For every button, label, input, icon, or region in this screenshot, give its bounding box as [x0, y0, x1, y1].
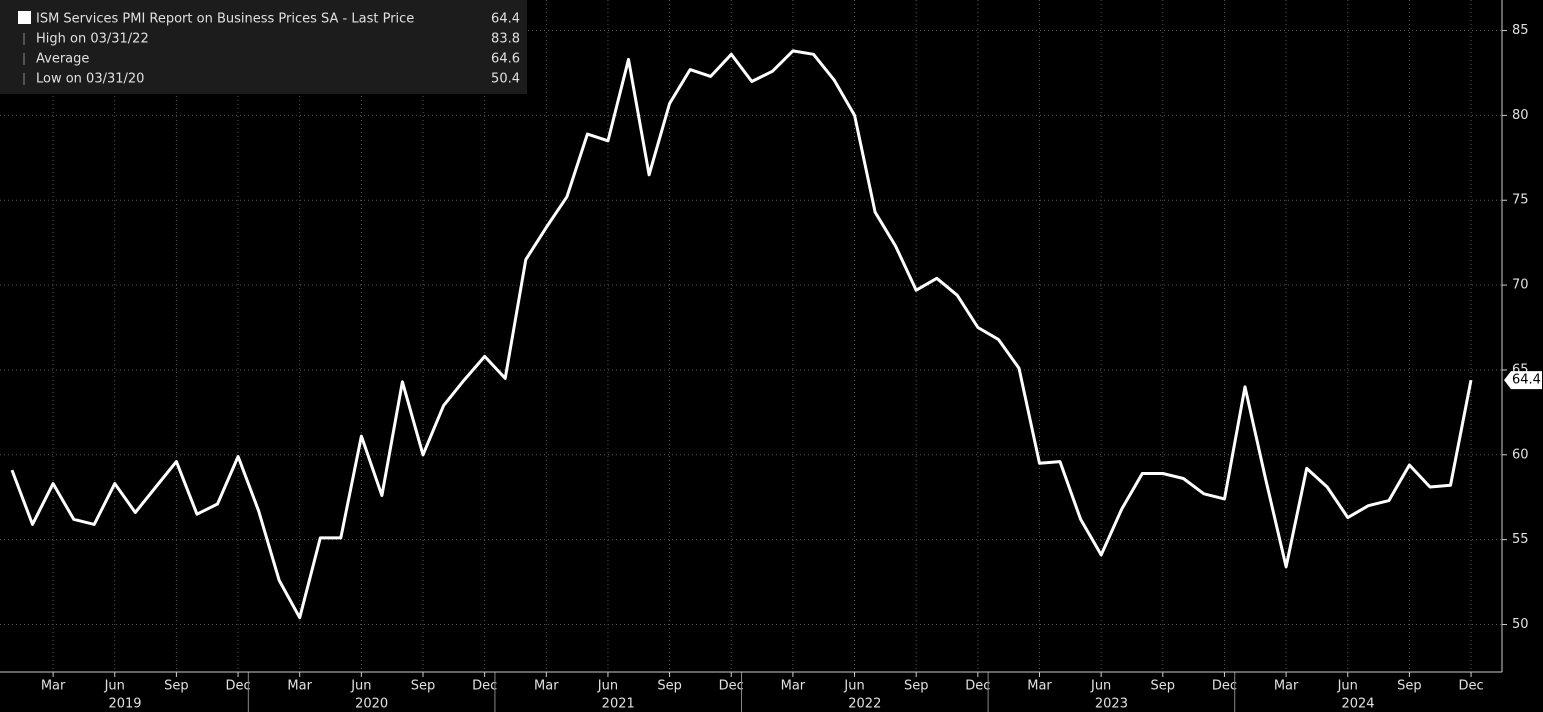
y-tick-label: 50: [1512, 617, 1529, 632]
year-label: 2021: [602, 697, 635, 712]
legend-value: 64.4: [491, 12, 520, 27]
x-tick-label: Mar: [287, 679, 312, 694]
x-tick-label: Dec: [1458, 679, 1483, 694]
y-tick-label: 75: [1512, 193, 1529, 208]
y-tick-label: 55: [1512, 532, 1529, 547]
x-tick-label: Dec: [965, 679, 990, 694]
legend-row-label: High on 03/31/22: [36, 32, 149, 47]
legend-row-value: 83.8: [491, 32, 520, 47]
x-tick-label: Dec: [719, 679, 744, 694]
legend-swatch: [18, 11, 31, 24]
x-tick-label: Mar: [41, 679, 66, 694]
x-tick-label: Mar: [534, 679, 559, 694]
x-tick-label: Jun: [104, 679, 125, 694]
legend-row-value: 64.6: [491, 52, 520, 67]
last-price-label: 64.4: [1512, 373, 1541, 388]
x-tick-label: Dec: [472, 679, 497, 694]
line: [10, 49, 1473, 620]
x-tick-label: Dec: [225, 679, 250, 694]
x-tick-label: Sep: [164, 679, 189, 694]
y-tick-label: 80: [1512, 108, 1529, 123]
x-tick-label: Jun: [350, 679, 371, 694]
last-price-marker: [1504, 371, 1542, 390]
x-tick-label: Jun: [1337, 679, 1358, 694]
x-tick-label: Mar: [1274, 679, 1299, 694]
x-tick-label: Jun: [1090, 679, 1111, 694]
legend-title: ISM Services PMI Report on Business Pric…: [36, 12, 414, 27]
legend: ISM Services PMI Report on Business Pric…: [0, 0, 527, 94]
legend-row-value: 50.4: [491, 72, 520, 87]
y-tick-label: 60: [1512, 447, 1529, 462]
y-tick-label: 85: [1512, 23, 1529, 38]
x-tick-label: Jun: [597, 679, 618, 694]
legend-row-label: Low on 03/31/20: [36, 72, 144, 87]
x-tick-label: Sep: [1397, 679, 1422, 694]
x-tick-label: Sep: [1151, 679, 1176, 694]
year-label: 2022: [848, 697, 881, 712]
x-tick-label: Jun: [843, 679, 864, 694]
year-label: 2023: [1095, 697, 1128, 712]
x-tick-label: Dec: [1212, 679, 1237, 694]
x-tick-label: Sep: [657, 679, 682, 694]
year-label: 2024: [1341, 697, 1374, 712]
x-tick-label: Mar: [1027, 679, 1052, 694]
x-tick-label: Sep: [904, 679, 929, 694]
year-label: 2020: [355, 697, 388, 712]
x-tick-label: Mar: [781, 679, 806, 694]
year-label: 2019: [108, 697, 141, 712]
legend-row-label: Average: [36, 52, 89, 67]
y-tick-label: 70: [1512, 278, 1529, 293]
legend-box: [0, 0, 527, 94]
x-tick-label: Sep: [411, 679, 436, 694]
